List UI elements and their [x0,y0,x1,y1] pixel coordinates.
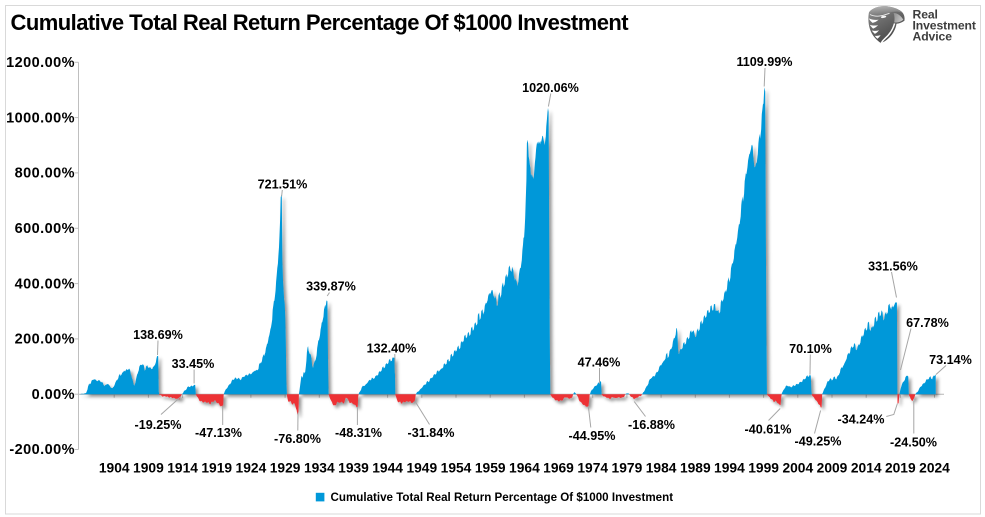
svg-text:-19.25%: -19.25% [135,418,182,432]
svg-text:-24.50%: -24.50% [890,436,937,450]
svg-text:1200.00%: 1200.00% [6,55,75,71]
svg-text:1929: 1929 [270,461,301,476]
svg-text:-48.31%: -48.31% [335,426,382,440]
svg-text:Advice: Advice [913,29,953,43]
svg-text:600.00%: 600.00% [15,221,75,237]
svg-text:1000.00%: 1000.00% [6,110,75,126]
svg-text:-76.80%: -76.80% [274,432,321,446]
svg-text:-200.00%: -200.00% [9,442,75,458]
svg-text:Investment: Investment [913,18,976,32]
svg-text:1904: 1904 [99,461,130,476]
svg-text:70.10%: 70.10% [789,342,832,356]
svg-text:1954: 1954 [441,461,472,476]
svg-text:1944: 1944 [372,461,403,476]
svg-text:1924: 1924 [236,461,267,476]
svg-text:0.00%: 0.00% [32,387,75,403]
svg-text:2004: 2004 [782,461,813,476]
svg-text:1974: 1974 [577,461,608,476]
svg-text:200.00%: 200.00% [15,332,75,348]
svg-text:1984: 1984 [646,461,677,476]
svg-text:400.00%: 400.00% [15,276,75,292]
svg-text:Real: Real [913,7,938,21]
svg-text:1020.06%: 1020.06% [522,81,579,95]
svg-text:1979: 1979 [612,461,643,476]
svg-text:2009: 2009 [817,461,848,476]
svg-text:1959: 1959 [475,461,506,476]
svg-text:1939: 1939 [338,461,369,476]
svg-text:1949: 1949 [406,461,437,476]
svg-text:1109.99%: 1109.99% [736,55,792,69]
svg-text:1999: 1999 [748,461,779,476]
svg-text:339.87%: 339.87% [306,280,356,294]
svg-text:47.46%: 47.46% [578,356,621,370]
svg-text:1919: 1919 [201,461,232,476]
svg-text:1994: 1994 [714,461,745,476]
svg-text:67.78%: 67.78% [906,316,949,330]
svg-text:33.45%: 33.45% [172,357,215,371]
svg-text:1909: 1909 [133,461,164,476]
svg-text:-31.84%: -31.84% [408,426,455,440]
svg-text:Cumulative Total Real Return P: Cumulative Total Real Return Percentage … [11,10,630,35]
svg-text:-44.95%: -44.95% [569,429,616,443]
svg-text:2024: 2024 [919,461,950,476]
svg-text:138.69%: 138.69% [133,328,183,342]
svg-text:73.14%: 73.14% [929,353,972,367]
svg-text:2019: 2019 [885,461,916,476]
svg-text:2014: 2014 [851,461,882,476]
svg-text:721.51%: 721.51% [258,178,308,192]
svg-text:132.40%: 132.40% [367,342,417,356]
svg-text:-16.88%: -16.88% [628,418,675,432]
svg-text:Cumulative Total Real Return P: Cumulative Total Real Return Percentage … [331,491,674,504]
svg-text:1964: 1964 [509,461,540,476]
svg-text:1914: 1914 [167,461,198,476]
svg-text:1989: 1989 [680,461,711,476]
svg-text:800.00%: 800.00% [15,166,75,182]
svg-text:331.56%: 331.56% [868,260,918,274]
svg-text:-47.13%: -47.13% [195,426,242,440]
svg-text:-49.25%: -49.25% [795,435,842,449]
svg-text:1969: 1969 [543,461,574,476]
svg-text:1934: 1934 [304,461,335,476]
svg-text:-40.61%: -40.61% [745,423,792,437]
svg-text:-34.24%: -34.24% [838,413,885,427]
